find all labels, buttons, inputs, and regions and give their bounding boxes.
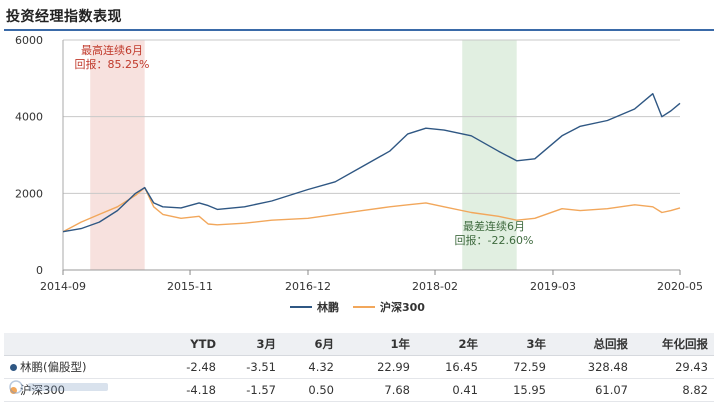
col-header-total[interactable]: 总回报 [552, 333, 634, 356]
x-tick-label: 2018-02 [412, 280, 458, 292]
title-rule [4, 29, 714, 31]
col-header-name [4, 333, 156, 356]
x-tick-label: 2020-05 [657, 280, 703, 292]
series-dot [10, 387, 17, 394]
series-dot [10, 364, 17, 371]
table-row: 林鹏(偏股型) -2.48 -3.51 4.32 22.99 16.45 72.… [4, 355, 714, 379]
cell-6m: 4.32 [282, 355, 340, 379]
col-header-ytd[interactable]: YTD [156, 333, 222, 356]
cell-2y: 0.41 [416, 378, 484, 402]
best-period-band [90, 40, 145, 270]
legend-label-benchmark: 沪深300 [380, 301, 425, 314]
col-header-6m[interactable]: 6月 [282, 333, 340, 356]
legend-label-manager: 林鹏 [317, 301, 339, 314]
x-tick-label: 2014-09 [40, 280, 86, 292]
row-name: 林鹏(偏股型) [20, 360, 87, 374]
col-header-1y[interactable]: 1年 [340, 333, 416, 356]
cell-3y: 72.59 [484, 355, 552, 379]
cell-3m: -1.57 [222, 378, 282, 402]
cell-1y: 7.68 [340, 378, 416, 402]
col-header-2y[interactable]: 2年 [416, 333, 484, 356]
manager-line [62, 93, 681, 233]
worst-period-band [462, 40, 517, 270]
legend-item-benchmark[interactable]: 沪深300 [353, 299, 425, 315]
table-row: 沪深300 -4.18 -1.57 0.50 7.68 0.41 15.95 6… [4, 378, 714, 402]
cell-3m: -3.51 [222, 355, 282, 379]
row-name: 沪深300 [20, 383, 65, 397]
cell-total: 328.48 [552, 355, 634, 379]
col-header-3m[interactable]: 3月 [222, 333, 282, 356]
line-chart: 0 2000 4000 6000 2014-09 2015-11 2016-12 2018-… [15, 34, 703, 292]
cell-1y: 22.99 [340, 355, 416, 379]
cell-ytd: -2.48 [156, 355, 222, 379]
cell-2y: 16.45 [416, 355, 484, 379]
returns-table: YTD 3月 6月 1年 2年 3年 总回报 年化回报 林鹏(偏股型) -2.4… [4, 333, 714, 402]
col-header-annual[interactable]: 年化回报 [634, 333, 714, 356]
y-tick-label: 4000 [15, 111, 43, 124]
panel-title: 投资经理指数表现 [6, 9, 122, 25]
y-tick-label: 0 [36, 264, 43, 277]
cell-6m: 0.50 [282, 378, 340, 402]
legend-swatch-benchmark [353, 306, 375, 308]
y-tick-label: 2000 [15, 187, 43, 200]
cell-ytd: -4.18 [156, 378, 222, 402]
x-tick-label: 2016-12 [285, 280, 331, 292]
legend-swatch-manager [290, 306, 312, 308]
cell-3y: 15.95 [484, 378, 552, 402]
worst-period-annotation: 回报：-22.60% [455, 233, 534, 247]
row-name-cell: 林鹏(偏股型) [4, 355, 156, 379]
legend-item-manager[interactable]: 林鹏 [290, 299, 339, 315]
best-period-annotation: 回报：85.25% [75, 57, 150, 71]
cell-annual: 8.82 [634, 378, 714, 402]
cell-total: 61.07 [552, 378, 634, 402]
cell-annual: 29.43 [634, 355, 714, 379]
x-tick-label: 2015-11 [167, 280, 213, 292]
best-period-annotation: 最高连续6月 [81, 43, 143, 57]
col-header-3y[interactable]: 3年 [484, 333, 552, 356]
x-tick-label: 2019-03 [530, 280, 576, 292]
table-header-row: YTD 3月 6月 1年 2年 3年 总回报 年化回报 [4, 333, 714, 356]
worst-period-annotation: 最差连续6月 [463, 219, 525, 233]
y-tick-label: 6000 [15, 34, 43, 47]
benchmark-line [62, 186, 681, 233]
row-name-cell: 沪深300 [4, 378, 156, 402]
legend: 林鹏 沪深300 [0, 298, 720, 318]
